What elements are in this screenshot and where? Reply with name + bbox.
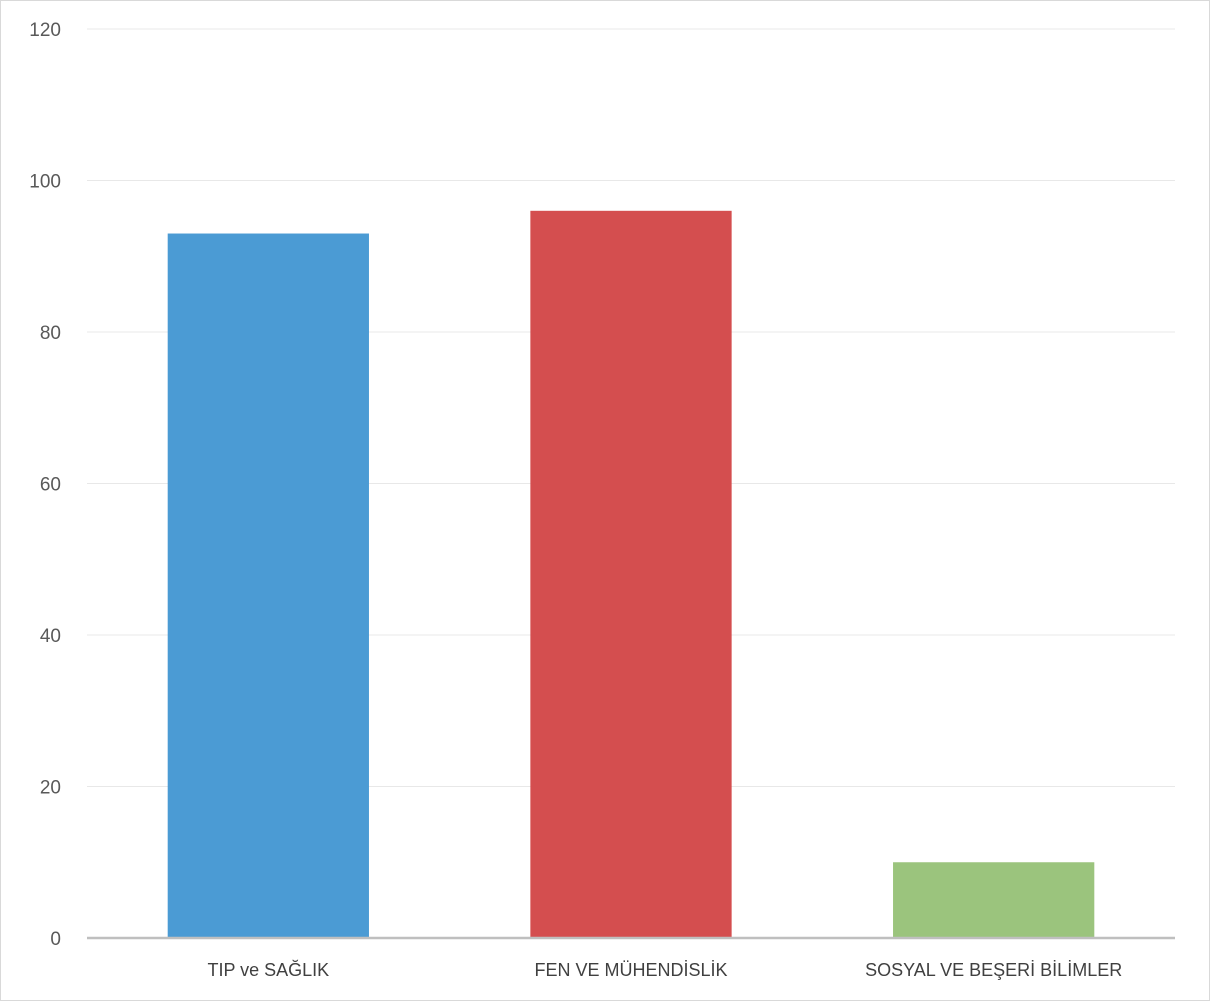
bar (530, 210, 732, 939)
y-tick-label: 20 (40, 778, 61, 799)
x-axis-category-labels: TIP ve SAĞLIK FEN VE MÜHENDİSLİK SOSYAL VE… (207, 959, 1122, 980)
y-tick-label: 0 (50, 929, 61, 950)
x-category-label: SOSYAL VE BEŞERİ BİLİMLER (865, 960, 1122, 980)
x-category-label: TIP ve SAĞLIK (207, 959, 329, 980)
y-tick-label: 40 (40, 626, 61, 647)
bar (167, 233, 369, 938)
bars (167, 210, 1095, 939)
y-tick-label: 80 (40, 323, 61, 344)
y-tick-label: 60 (40, 475, 61, 496)
y-axis-tick-labels: 0 20 40 60 80 100 120 (29, 20, 61, 950)
x-category-label: FEN VE MÜHENDİSLİK (534, 960, 727, 980)
bar (893, 862, 1095, 938)
y-tick-label: 100 (29, 172, 61, 193)
y-tick-label: 120 (29, 20, 61, 41)
